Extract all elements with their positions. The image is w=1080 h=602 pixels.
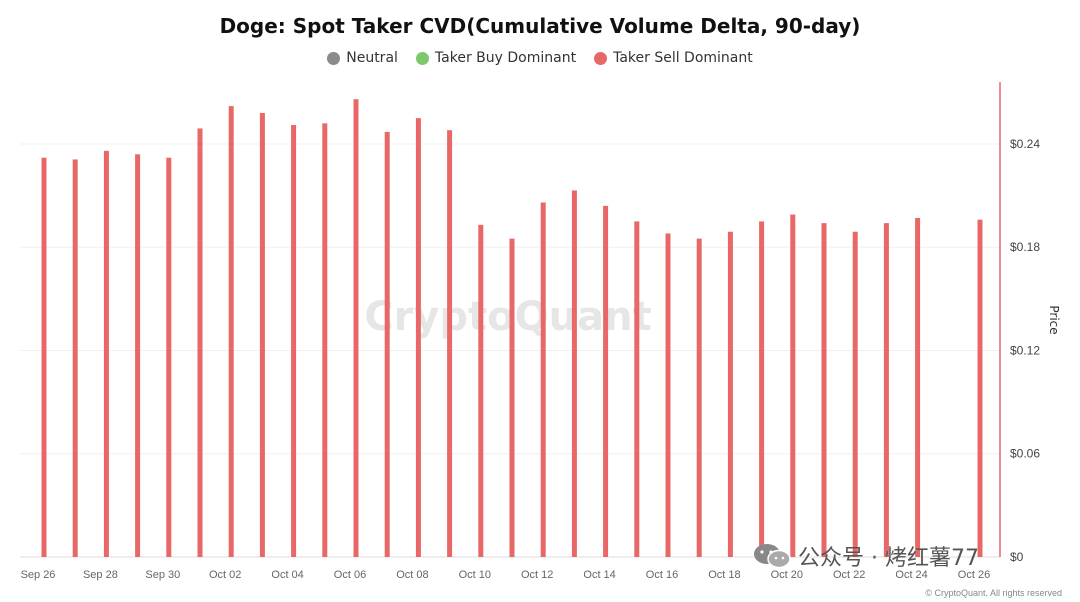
bar-oct-09[interactable]	[447, 130, 453, 557]
legend-item-neutral[interactable]: Neutral	[327, 50, 398, 66]
copyright-text: © CryptoQuant. All rights reserved	[925, 588, 1062, 598]
y-tick-label: $0	[1010, 550, 1024, 564]
x-axis-ticks: Sep 26 Sep 28 Sep 30 Oct 02 Oct 04 Oct 06 Oct …	[21, 569, 991, 581]
bar-oct-15[interactable]	[634, 221, 640, 558]
legend-dot-taker-buy	[415, 51, 429, 65]
bar-oct-01[interactable]	[197, 128, 203, 557]
legend-label-taker-sell: Taker Sell Dominant	[613, 50, 753, 66]
x-tick-label: Oct 02	[209, 569, 241, 581]
wechat-text: 公众号 · 烤红薯77	[798, 546, 979, 571]
y-tick-label: $0.12	[1010, 343, 1040, 357]
x-tick-label: Oct 20	[771, 569, 803, 581]
bar-oct-24[interactable]	[915, 217, 921, 557]
bar-oct-21[interactable]	[821, 223, 827, 558]
wechat-icon	[754, 544, 791, 569]
bar-oct-19[interactable]	[759, 221, 765, 558]
legend-dot-taker-sell	[594, 51, 608, 65]
x-tick-label: Oct 04	[271, 569, 303, 581]
x-tick-label: Oct 22	[833, 569, 865, 581]
bar-oct-10[interactable]	[478, 224, 484, 557]
x-tick-label: Oct 18	[708, 569, 740, 581]
legend-dot-neutral	[327, 51, 341, 65]
bar-oct-16[interactable]	[665, 233, 671, 557]
wechat-watermark: 公众号 · 烤红薯77	[752, 540, 979, 572]
y-axis-label: Price	[1047, 305, 1061, 334]
bar-sep-26[interactable]	[41, 157, 47, 557]
bar-oct-06[interactable]	[353, 99, 359, 557]
bar-oct-05[interactable]	[322, 123, 328, 557]
bar-sep-30[interactable]	[166, 157, 172, 557]
y-axis-ticks: $0 $0.06 $0.12 $0.18 $0.24	[1010, 137, 1040, 564]
bar-oct-04[interactable]	[291, 125, 297, 557]
legend: Neutral Taker Buy Dominant Taker Sell Do…	[0, 50, 1080, 66]
x-tick-label: Oct 26	[958, 569, 990, 581]
bar-oct-12[interactable]	[540, 202, 546, 557]
legend-item-taker-buy[interactable]: Taker Buy Dominant	[415, 50, 577, 66]
bar-oct-13[interactable]	[571, 190, 577, 557]
x-tick-label: Oct 08	[396, 569, 428, 581]
x-tick-label: Sep 26	[21, 569, 56, 581]
bar-oct-02[interactable]	[228, 106, 234, 557]
x-tick-label: Oct 14	[583, 569, 615, 581]
x-tick-label: Oct 12	[521, 569, 553, 581]
x-tick-label: Oct 24	[895, 569, 927, 581]
bar-oct-26[interactable]	[977, 219, 983, 557]
bar-oct-22[interactable]	[852, 231, 858, 557]
bar-sep-27[interactable]	[72, 159, 78, 557]
y-tick-label: $0.18	[1010, 240, 1040, 254]
bar-oct-03[interactable]	[259, 112, 265, 557]
bar-oct-20[interactable]	[790, 214, 796, 557]
legend-item-taker-sell[interactable]: Taker Sell Dominant	[594, 50, 753, 66]
legend-label-taker-buy: Taker Buy Dominant	[434, 50, 577, 66]
bar-oct-23[interactable]	[883, 223, 889, 558]
legend-label-neutral: Neutral	[346, 50, 398, 66]
bar-oct-11[interactable]	[509, 238, 515, 558]
bar-oct-14[interactable]	[603, 205, 609, 558]
y-tick-label: $0.24	[1010, 137, 1040, 151]
watermark-text: CryptoQuant	[364, 294, 651, 340]
x-tick-label: Oct 10	[459, 569, 491, 581]
bar-oct-17[interactable]	[696, 238, 702, 558]
x-tick-label: Oct 06	[334, 569, 366, 581]
x-tick-label: Sep 28	[83, 569, 118, 581]
chart-title: Doge: Spot Taker CVD(Cumulative Volume D…	[219, 14, 861, 38]
bar-oct-18[interactable]	[727, 231, 733, 557]
bar-oct-07[interactable]	[384, 131, 390, 557]
x-tick-label: Sep 30	[145, 569, 180, 581]
bar-sep-28[interactable]	[103, 150, 109, 557]
bar-sep-29[interactable]	[135, 154, 141, 558]
y-tick-label: $0.06	[1010, 447, 1040, 461]
bar-oct-08[interactable]	[415, 118, 421, 558]
x-tick-label: Oct 16	[646, 569, 678, 581]
bars	[41, 99, 983, 558]
